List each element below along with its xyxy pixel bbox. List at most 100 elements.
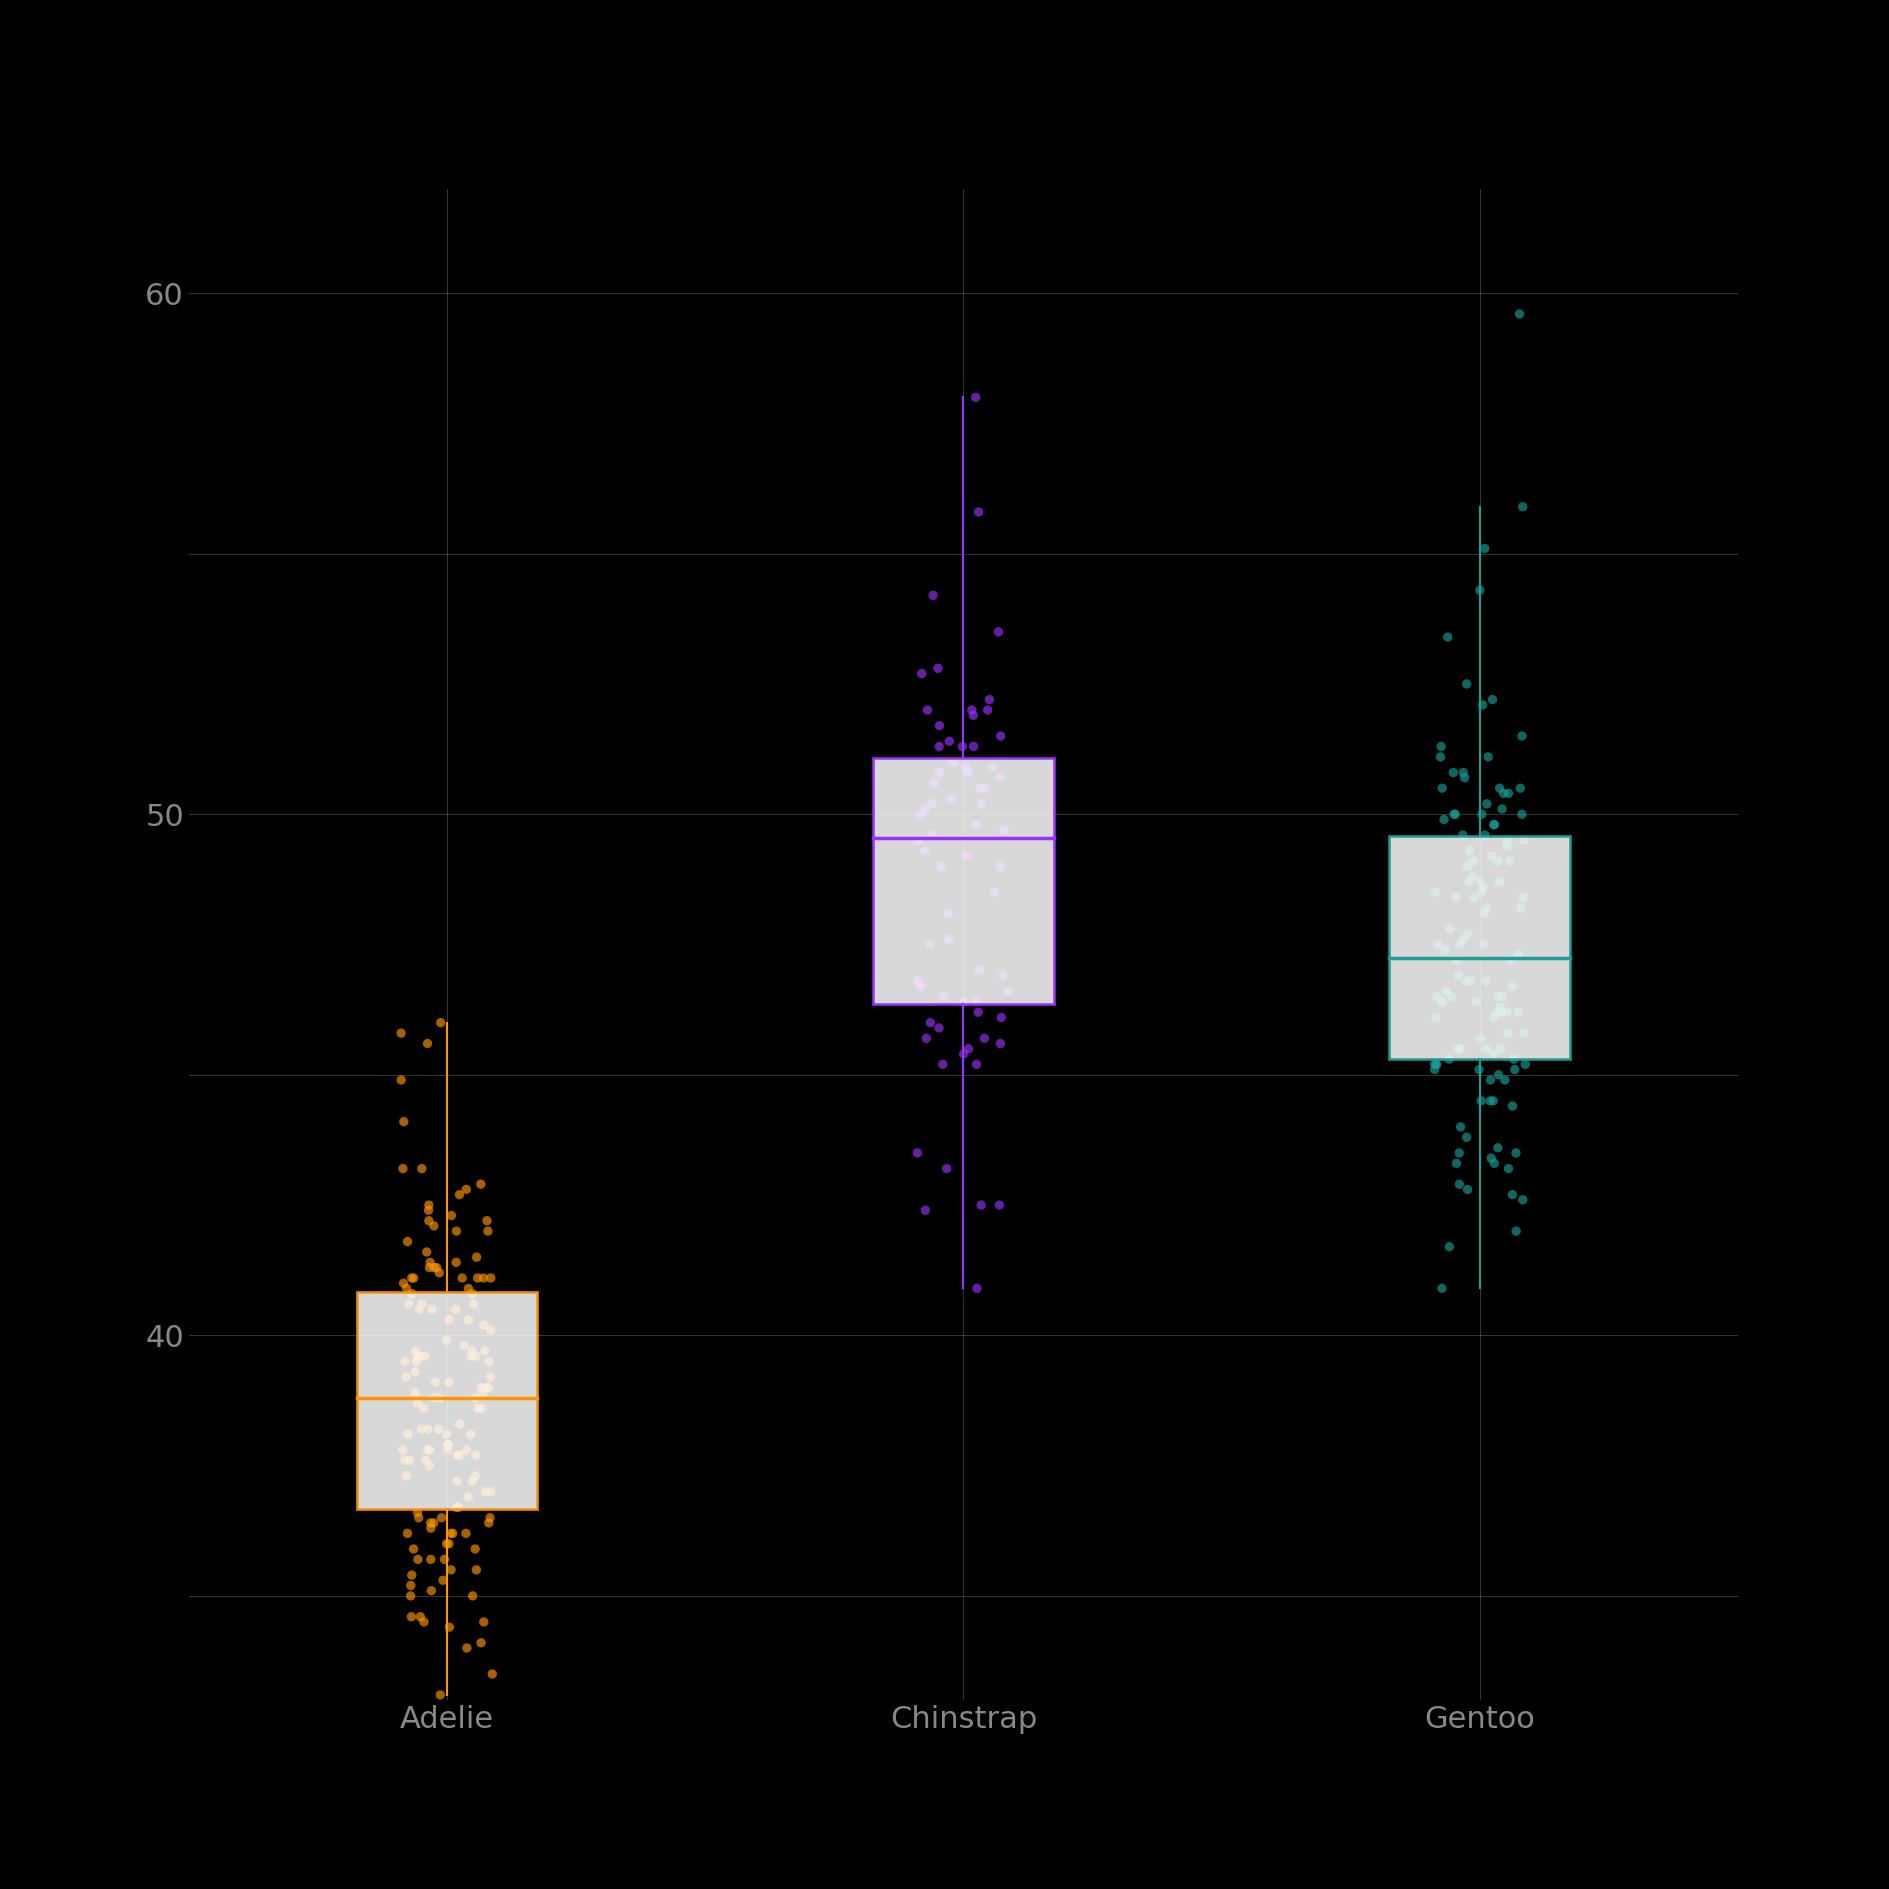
Point [1498, 1179, 1528, 1209]
Point [1489, 778, 1519, 808]
Point [476, 1362, 506, 1392]
Point [1451, 965, 1481, 996]
Point [1421, 876, 1451, 907]
Point [397, 1602, 427, 1632]
Point [385, 1018, 416, 1048]
Point [924, 654, 954, 684]
Point [474, 1502, 504, 1532]
Point [444, 1409, 474, 1439]
Point [465, 1371, 495, 1402]
Point [905, 799, 935, 829]
FancyBboxPatch shape [873, 757, 1054, 1005]
Point [1466, 799, 1496, 829]
Point [395, 1581, 425, 1611]
Point [391, 1362, 421, 1392]
Point [1455, 867, 1485, 897]
Point [1458, 882, 1489, 912]
Point [393, 1519, 423, 1549]
Point [389, 1268, 419, 1298]
Point [1507, 491, 1538, 521]
Point [986, 1028, 1016, 1058]
Point [1422, 982, 1453, 1013]
Point [470, 1336, 501, 1366]
FancyBboxPatch shape [357, 1292, 536, 1509]
Point [1487, 793, 1517, 824]
Point [1439, 799, 1470, 829]
Point [1485, 773, 1515, 803]
Point [461, 1460, 491, 1490]
Point [387, 1436, 417, 1466]
Point [926, 852, 956, 882]
Point [903, 965, 933, 996]
Point [434, 1528, 465, 1558]
Point [431, 1419, 461, 1449]
Point [468, 1377, 499, 1407]
Point [421, 1252, 451, 1283]
Point [385, 1065, 416, 1096]
Point [416, 1507, 446, 1538]
Point [412, 1028, 442, 1058]
Point [914, 929, 944, 960]
Point [916, 790, 946, 820]
Point [444, 1179, 474, 1209]
Point [1507, 1184, 1538, 1215]
Point [963, 956, 994, 986]
Point [1472, 1033, 1502, 1064]
Point [406, 1288, 436, 1319]
Point [1509, 1048, 1540, 1079]
Point [410, 1445, 440, 1475]
Point [986, 1003, 1016, 1033]
Point [927, 1048, 958, 1079]
Point [1475, 1086, 1506, 1116]
Point [442, 1439, 472, 1470]
Point [988, 814, 1018, 844]
Point [1500, 1054, 1530, 1084]
Point [1453, 918, 1483, 948]
Point [948, 1039, 979, 1069]
Point [414, 1252, 444, 1283]
Point [1439, 799, 1470, 829]
Point [1445, 929, 1475, 960]
Point [1434, 1045, 1464, 1075]
Point [1422, 929, 1453, 960]
Point [1502, 1137, 1532, 1167]
Point [1506, 773, 1536, 803]
Point [389, 1107, 419, 1137]
Point [910, 1024, 941, 1054]
Point [910, 793, 941, 824]
Point [958, 701, 988, 731]
Point [1498, 1045, 1528, 1075]
Point [984, 616, 1014, 646]
Point [408, 1608, 438, 1638]
Point [1468, 873, 1498, 903]
Point [1430, 935, 1460, 965]
Point [400, 1347, 431, 1377]
Point [436, 1519, 467, 1549]
Point [444, 1492, 474, 1523]
Point [973, 695, 1003, 725]
Point [442, 1217, 472, 1247]
Point [924, 710, 954, 740]
Point [1468, 929, 1498, 960]
Point [417, 1294, 448, 1324]
Point [406, 1154, 436, 1184]
Point [1490, 1065, 1521, 1096]
Point [1470, 897, 1500, 927]
Point [920, 767, 950, 797]
Point [910, 835, 941, 865]
Point [461, 1534, 491, 1564]
Point [1472, 790, 1502, 820]
Point [391, 1460, 421, 1490]
Point [419, 1368, 450, 1398]
Point [478, 1659, 508, 1689]
Point [455, 1341, 485, 1371]
Point [1458, 846, 1489, 876]
Point [916, 820, 946, 850]
Point [470, 1371, 501, 1402]
Point [916, 1007, 946, 1037]
Point [419, 1252, 450, 1283]
Point [391, 1273, 421, 1303]
Point [979, 752, 1009, 782]
Point [404, 1502, 434, 1532]
Point [468, 1608, 499, 1638]
